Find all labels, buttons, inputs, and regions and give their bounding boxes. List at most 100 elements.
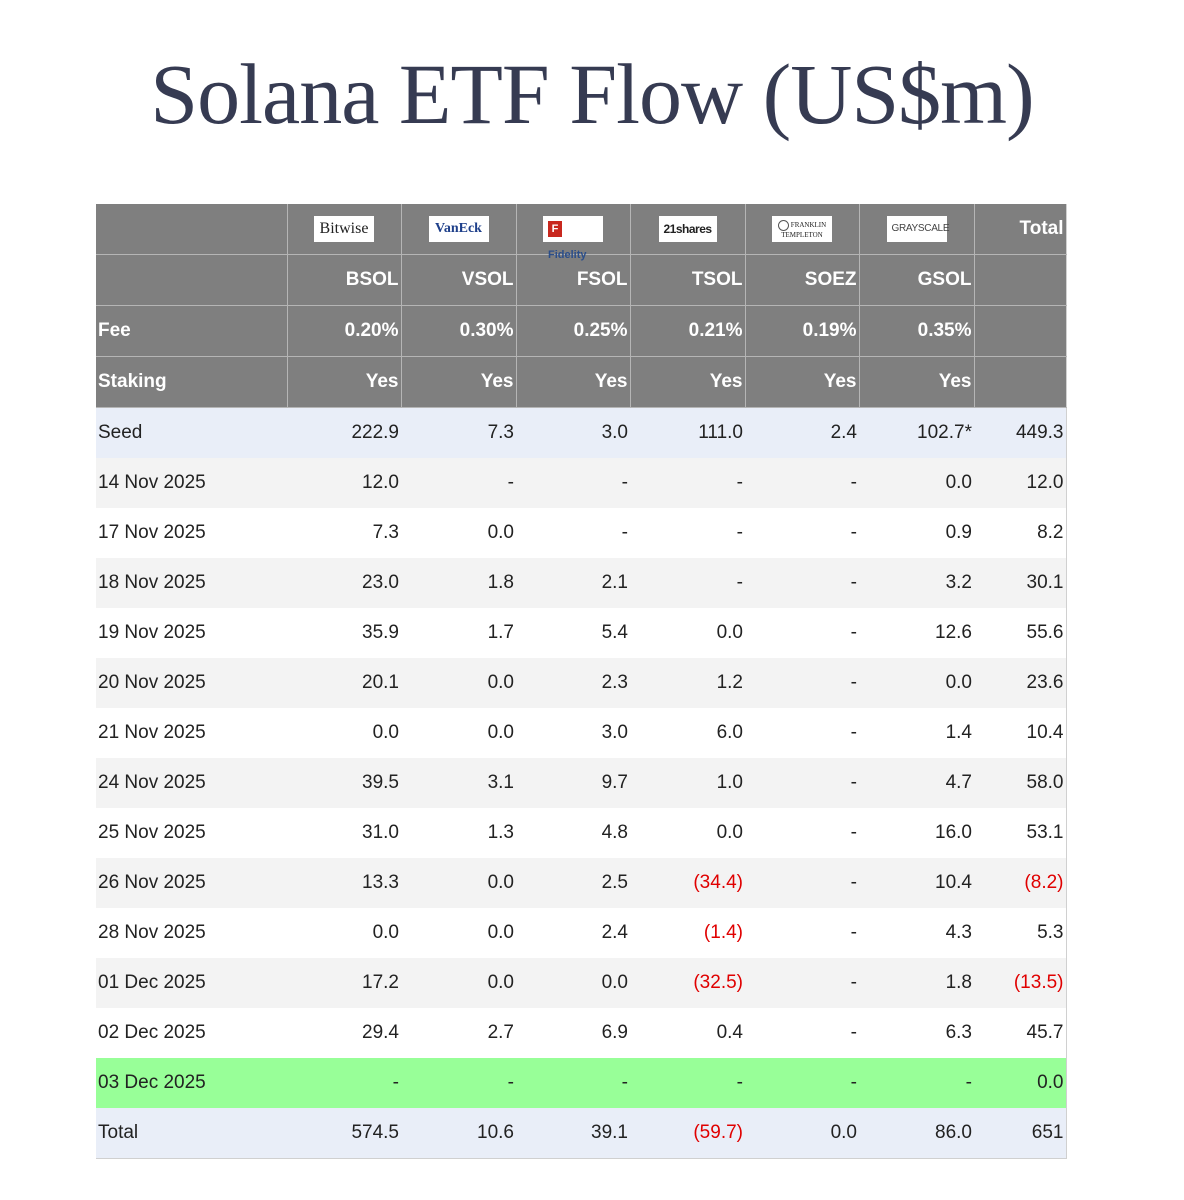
value-cell: - [745, 858, 859, 908]
value-cell: 1.2 [630, 658, 745, 708]
franklin-seal-icon [777, 220, 789, 231]
value-cell: - [630, 508, 745, 558]
staking-cell: Yes [400, 356, 516, 408]
value-cell: 0.0 [974, 1058, 1066, 1108]
value-cell: 0.0 [630, 808, 745, 858]
value-cell: 0.0 [401, 958, 516, 1008]
row-label: Seed [96, 407, 287, 458]
fee-row-label: Fee [96, 305, 287, 357]
value-cell: - [745, 458, 859, 508]
row-label: 03 Dec 2025 [96, 1058, 287, 1108]
row-label: 17 Nov 2025 [96, 508, 287, 558]
table-row: 25 Nov 2025 31.0 1.3 4.8 0.0-16.0 53.1 [96, 808, 1066, 858]
fee-row: Fee 0.20% 0.30% 0.25% 0.21% 0.19% 0.35% [96, 305, 1066, 357]
value-cell: (32.5) [630, 958, 745, 1008]
vaneck-logo-cell: VanEck [400, 204, 516, 255]
value-cell: 1.0 [630, 758, 745, 808]
value-cell: - [745, 908, 859, 958]
row-label: 28 Nov 2025 [96, 908, 287, 958]
value-cell: 17.2 [287, 958, 401, 1008]
franklin-logo-line1: FRANKLIN [790, 221, 827, 230]
value-cell: 4.8 [516, 808, 630, 858]
row-label: 14 Nov 2025 [96, 458, 287, 508]
value-cell: 12.6 [859, 608, 974, 658]
value-cell: 31.0 [287, 808, 401, 858]
value-cell: - [630, 1058, 745, 1108]
21shares-logo-cell: 21shares [629, 204, 745, 255]
fidelity-logo-cell: F Fidelity [515, 204, 630, 261]
ticker-row: BSOL VSOL FSOL TSOL SOEZ GSOL [96, 254, 1066, 306]
row-label: 02 Dec 2025 [96, 1008, 287, 1058]
table-row: 18 Nov 2025 23.0 1.8 2.1- -3.2 30.1 [96, 558, 1066, 608]
value-cell: 13.3 [287, 858, 401, 908]
staking-cell: Yes [286, 356, 401, 408]
table-row: Total 574.5 10.6 39.1 (59.7) 0.0 86.0 651 [96, 1108, 1066, 1159]
value-cell: - [630, 458, 745, 508]
franklin-logo-line2: TEMPLETON [781, 231, 823, 239]
row-label: 26 Nov 2025 [96, 858, 287, 908]
table-row: 17 Nov 2025 7.3 0.0- - -0.9 8.2 [96, 508, 1066, 558]
value-cell: 0.0 [401, 858, 516, 908]
staking-cell: Yes [629, 356, 745, 408]
value-cell: 574.5 [287, 1108, 401, 1159]
value-cell: 0.0 [287, 908, 401, 958]
row-label: 18 Nov 2025 [96, 558, 287, 608]
ticker-cell: VSOL [400, 254, 516, 306]
bitwise-logo-cell: Bitwise [286, 204, 401, 255]
row-label: 19 Nov 2025 [96, 608, 287, 658]
value-cell: 102.7* [859, 407, 974, 458]
ticker-cell: TSOL [629, 254, 745, 306]
fee-cell [973, 305, 1066, 357]
issuer-logo-row: Bitwise VanEck F Fidelity 21shares FRANKL… [96, 204, 1066, 261]
value-cell: 0.9 [859, 508, 974, 558]
value-cell: 0.0 [516, 958, 630, 1008]
value-cell: 449.3 [974, 407, 1066, 458]
ticker-cell: BSOL [286, 254, 401, 306]
value-cell: - [745, 658, 859, 708]
value-cell: - [401, 1058, 516, 1108]
staking-cell: Yes [515, 356, 630, 408]
value-cell: 55.6 [974, 608, 1066, 658]
value-cell: 0.4 [630, 1008, 745, 1058]
value-cell: 111.0 [630, 407, 745, 458]
table-row: 03 Dec 2025- - - - - -0.0 [96, 1058, 1066, 1108]
value-cell: 3.2 [859, 558, 974, 608]
table-row: 14 Nov 2025 12.0- - - -0.0 12.0 [96, 458, 1066, 508]
staking-row-label: Staking [96, 356, 287, 408]
value-cell: 0.0 [401, 508, 516, 558]
value-cell: 7.3 [287, 508, 401, 558]
value-cell: 0.0 [401, 658, 516, 708]
value-cell: 58.0 [974, 758, 1066, 808]
value-cell: - [516, 458, 630, 508]
row-label: Total [96, 1108, 287, 1159]
value-cell: 7.3 [401, 407, 516, 458]
value-cell: (8.2) [974, 858, 1066, 908]
value-cell: 35.9 [287, 608, 401, 658]
value-cell: - [745, 808, 859, 858]
value-cell: 5.4 [516, 608, 630, 658]
total-column-header: Total [973, 204, 1066, 255]
flow-table-body: Seed 222.9 7.3 3.0 111.0 2.4 102.7* 449.3 14 Nov… [96, 407, 1066, 1159]
value-cell: - [745, 508, 859, 558]
value-cell: 1.8 [401, 558, 516, 608]
fee-cell: 0.21% [629, 305, 745, 357]
table-row: 24 Nov 2025 39.5 3.1 9.7 1.0-4.7 58.0 [96, 758, 1066, 808]
ticker-cell: SOEZ [744, 254, 859, 306]
fee-cell: 0.19% [744, 305, 859, 357]
value-cell: 12.0 [974, 458, 1066, 508]
fidelity-logo: F Fidelity [543, 216, 603, 261]
value-cell: 2.1 [516, 558, 630, 608]
vaneck-logo: VanEck [428, 216, 489, 242]
row-label: 24 Nov 2025 [96, 758, 287, 808]
value-cell: 2.3 [516, 658, 630, 708]
value-cell: 4.7 [859, 758, 974, 808]
value-cell: 1.3 [401, 808, 516, 858]
value-cell: 12.0 [287, 458, 401, 508]
ticker-cell: GSOL [858, 254, 974, 306]
value-cell: 0.0 [401, 708, 516, 758]
value-cell: 23.0 [287, 558, 401, 608]
value-cell: - [745, 608, 859, 658]
staking-row: Staking Yes Yes Yes Yes Yes Yes [96, 356, 1066, 408]
value-cell: 0.0 [745, 1108, 859, 1159]
row-label: 21 Nov 2025 [96, 708, 287, 758]
